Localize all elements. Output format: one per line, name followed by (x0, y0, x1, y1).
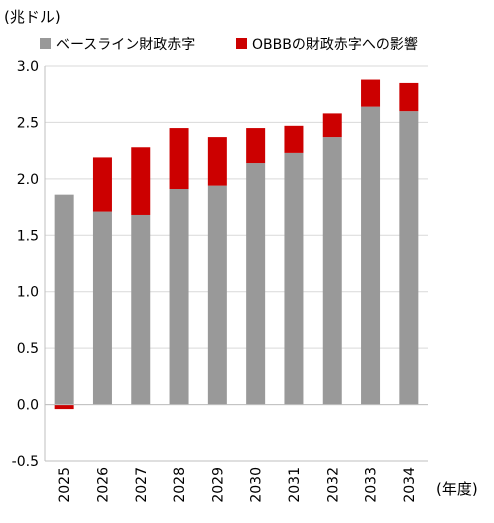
x-tick-label: 2028 (172, 467, 188, 503)
y-tick-label: 1.0 (17, 285, 39, 301)
bars (54, 79, 419, 410)
legend-label-baseline: ベースライン財政赤字 (56, 37, 195, 53)
bar-baseline (399, 111, 419, 405)
legend-swatch-baseline (40, 38, 51, 49)
bar-obbb (131, 147, 151, 215)
axes (44, 66, 428, 462)
x-tick-label: 2029 (210, 467, 226, 503)
bar-baseline (207, 185, 227, 405)
bar-obbb (284, 125, 304, 153)
bar-baseline (246, 163, 266, 405)
x-tick-label: 2033 (364, 467, 380, 503)
bar-baseline (131, 214, 151, 405)
bar-obbb (207, 137, 227, 186)
x-tick-label: 2027 (134, 467, 150, 503)
y-axis-unit-label: (兆ドル) (4, 8, 61, 26)
x-tick-label: 2031 (287, 467, 303, 503)
y-tick-label: 3.0 (17, 59, 39, 75)
y-tick-label: 2.0 (17, 172, 39, 188)
x-tick-label: 2030 (249, 467, 265, 503)
x-tick-label: 2032 (325, 467, 341, 503)
x-axis-ticks: 2025 2026 2027 2028 2029 2030 2031 2032 2033 2034 (57, 467, 418, 503)
bar-obbb (246, 128, 266, 164)
y-tick-label: -0.5 (12, 454, 39, 470)
legend-label-obbb: OBBBの財政赤字への影響 (252, 36, 418, 53)
bar-obbb (169, 128, 189, 190)
x-axis-unit-label: (年度) (436, 480, 478, 498)
legend-swatch-obbb (236, 38, 247, 49)
bar-baseline (284, 152, 304, 405)
y-tick-label: 2.5 (17, 115, 39, 131)
bar-obbb (361, 79, 381, 107)
y-tick-label: 0.0 (17, 398, 39, 414)
x-tick-label: 2025 (57, 467, 73, 503)
bar-obbb (92, 157, 112, 212)
bar-baseline (54, 194, 74, 405)
bar-obbb (322, 113, 342, 138)
bar-baseline (92, 211, 112, 405)
y-axis-ticks: 3.0 2.5 2.0 1.5 1.0 0.5 0.0 -0.5 (12, 59, 39, 470)
bar-baseline (169, 189, 189, 405)
y-tick-label: 0.5 (17, 341, 39, 357)
bar-baseline (361, 106, 381, 405)
legend: ベースライン財政赤字 OBBBの財政赤字への影響 (40, 36, 418, 53)
bar-obbb (399, 82, 419, 112)
x-tick-label: 2034 (402, 467, 418, 503)
y-tick-label: 1.5 (17, 228, 39, 244)
x-tick-label: 2026 (95, 467, 111, 503)
bar-obbb (54, 404, 74, 410)
bar-baseline (322, 137, 342, 405)
